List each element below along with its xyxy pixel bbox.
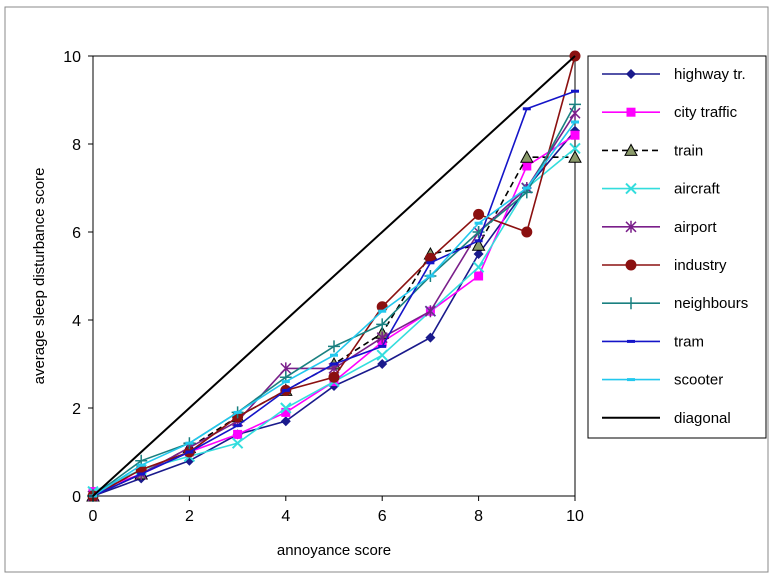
axis-layer: 0 2 4 6 8 10 0 2 4 6 8 10: [63, 49, 584, 525]
data-point: [569, 98, 581, 111]
x-axis-label: annoyance score: [277, 542, 391, 559]
data-point: [471, 238, 486, 251]
series-scooter: [89, 120, 579, 498]
data-point: [473, 249, 484, 259]
data-point: [328, 340, 340, 353]
legend-label: highway tr.: [674, 66, 746, 83]
y-tick-label: 4: [72, 313, 81, 330]
series-layer: [86, 50, 582, 502]
data-point: [233, 429, 243, 439]
y-axis-label: average sleep disturbance score: [31, 168, 48, 385]
legend-marker: [625, 297, 637, 310]
legend-marker: [626, 107, 636, 117]
y-tick-label: 8: [72, 137, 81, 154]
legend-item: highway tr.: [602, 66, 746, 83]
legend-item: tram: [602, 333, 704, 350]
legend-item: neighbours: [602, 295, 748, 312]
legend-item: scooter: [602, 372, 723, 389]
data-point: [568, 150, 582, 163]
data-point: [569, 142, 581, 155]
legend-marker: [624, 143, 638, 156]
data-point: [424, 305, 436, 318]
legend-marker: [625, 220, 637, 233]
y-tick-label: 2: [72, 401, 81, 418]
y-tick-label: 6: [72, 225, 81, 242]
y-tick-label: 0: [72, 489, 81, 506]
data-point: [280, 402, 292, 414]
x-tick-label: 4: [281, 508, 290, 525]
legend-marker: [626, 69, 636, 79]
data-point: [522, 161, 532, 171]
legend-label: industry: [674, 257, 727, 274]
legend-label: train: [674, 142, 703, 159]
data-point: [328, 371, 340, 383]
data-point: [376, 349, 388, 361]
legend-item: train: [602, 142, 703, 159]
legend-label: city traffic: [674, 104, 738, 121]
legend-item: city traffic: [602, 104, 738, 121]
legend: highway tr. city traffic train aircraft airp…: [602, 66, 748, 427]
x-tick-label: 10: [566, 508, 584, 525]
data-point: [473, 208, 485, 220]
data-point: [425, 332, 436, 343]
legend-item: aircraft: [602, 181, 721, 198]
series-tram: [89, 89, 579, 498]
legend-label: scooter: [674, 372, 723, 389]
series-line: [92, 55, 576, 497]
data-point: [377, 359, 388, 369]
legend-box: [587, 55, 767, 439]
legend-label: airport: [674, 219, 717, 236]
legend-marker: [625, 182, 637, 195]
data-point: [474, 271, 484, 281]
legend-item: industry: [602, 257, 727, 274]
data-point: [281, 407, 291, 417]
legend-item: airport: [602, 219, 717, 236]
data-point: [519, 150, 534, 163]
y-tick-label: 10: [63, 49, 81, 66]
data-point: [376, 318, 389, 331]
x-tick-label: 8: [474, 508, 483, 525]
data-point: [570, 130, 580, 140]
series-industry: [87, 50, 581, 502]
data-point: [231, 437, 244, 449]
legend-item: diagonal: [602, 410, 731, 427]
data-point: [521, 226, 533, 238]
x-tick-label: 6: [378, 508, 387, 525]
data-point: [472, 261, 485, 273]
legend-label: neighbours: [674, 295, 748, 312]
data-point: [280, 416, 291, 427]
x-tick-label: 2: [185, 508, 194, 525]
legend-label: aircraft: [674, 181, 721, 198]
legend-label: diagonal: [674, 410, 731, 427]
legend-label: tram: [674, 333, 704, 350]
series-diagonal: [92, 55, 576, 497]
legend-marker: [625, 259, 637, 271]
x-tick-label: 0: [89, 508, 98, 525]
